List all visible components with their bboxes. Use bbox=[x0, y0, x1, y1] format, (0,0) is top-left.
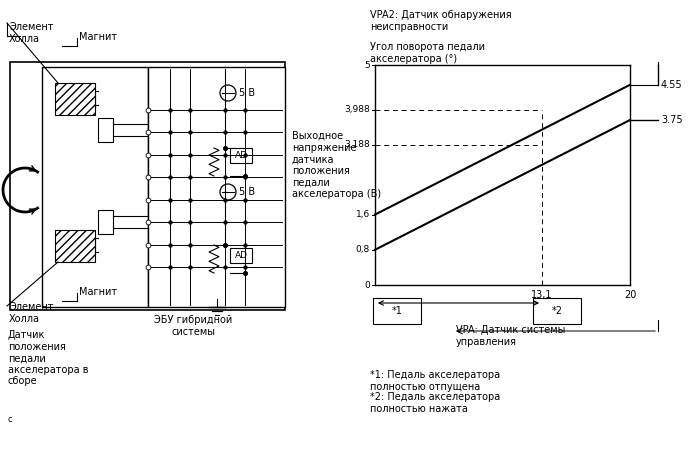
Text: *2: *2 bbox=[552, 306, 563, 316]
Text: 5: 5 bbox=[364, 61, 370, 69]
Text: 3.75: 3.75 bbox=[661, 115, 682, 125]
FancyBboxPatch shape bbox=[230, 248, 252, 263]
FancyBboxPatch shape bbox=[148, 67, 285, 307]
Text: Элемент
Холла: Элемент Холла bbox=[9, 22, 54, 44]
Text: *2: Педаль акселератора
полностью нажата: *2: Педаль акселератора полностью нажата bbox=[370, 392, 500, 413]
FancyBboxPatch shape bbox=[55, 83, 95, 115]
FancyBboxPatch shape bbox=[10, 62, 285, 310]
Text: ЭБУ гибридной
системы: ЭБУ гибридной системы bbox=[154, 315, 232, 337]
Text: *1: *1 bbox=[391, 306, 402, 316]
FancyBboxPatch shape bbox=[55, 230, 95, 262]
Text: Магнит: Магнит bbox=[79, 287, 117, 297]
Text: 20: 20 bbox=[624, 290, 636, 300]
Text: Магнит: Магнит bbox=[79, 32, 117, 42]
Text: 13,1: 13,1 bbox=[531, 290, 552, 300]
Text: VPA2: Датчик обнаружения
неисправности: VPA2: Датчик обнаружения неисправности bbox=[370, 10, 512, 31]
FancyBboxPatch shape bbox=[373, 298, 421, 324]
Text: 1,6: 1,6 bbox=[356, 210, 370, 219]
Text: Датчик
положения
педали
акселератора в
сборе: Датчик положения педали акселератора в с… bbox=[8, 330, 89, 387]
Text: Элемент
Холла: Элемент Холла bbox=[9, 302, 54, 324]
FancyBboxPatch shape bbox=[42, 67, 148, 307]
Text: 0,8: 0,8 bbox=[356, 245, 370, 254]
Text: Выходное
напряжение
датчика
положения
педали
акселератора (В): Выходное напряжение датчика положения пе… bbox=[292, 131, 381, 199]
Text: 4.55: 4.55 bbox=[661, 80, 682, 90]
FancyBboxPatch shape bbox=[98, 118, 113, 142]
Text: 0: 0 bbox=[364, 281, 370, 289]
Text: Угол поворота педали
акселератора (°): Угол поворота педали акселератора (°) bbox=[370, 42, 485, 63]
Text: AD: AD bbox=[235, 250, 248, 259]
Text: VPA: Датчик системы
управления: VPA: Датчик системы управления bbox=[456, 325, 566, 347]
FancyBboxPatch shape bbox=[230, 148, 252, 163]
Text: AD: AD bbox=[235, 150, 248, 159]
Text: 3,188: 3,188 bbox=[344, 140, 370, 149]
Text: 5 В: 5 В bbox=[239, 88, 255, 98]
FancyBboxPatch shape bbox=[98, 210, 113, 234]
Text: с: с bbox=[8, 415, 12, 424]
Text: 5 В: 5 В bbox=[239, 187, 255, 197]
Text: 3,988: 3,988 bbox=[344, 105, 370, 114]
Text: *1: Педаль акселератора
полностью отпущена: *1: Педаль акселератора полностью отпуще… bbox=[370, 370, 500, 392]
FancyBboxPatch shape bbox=[533, 298, 581, 324]
